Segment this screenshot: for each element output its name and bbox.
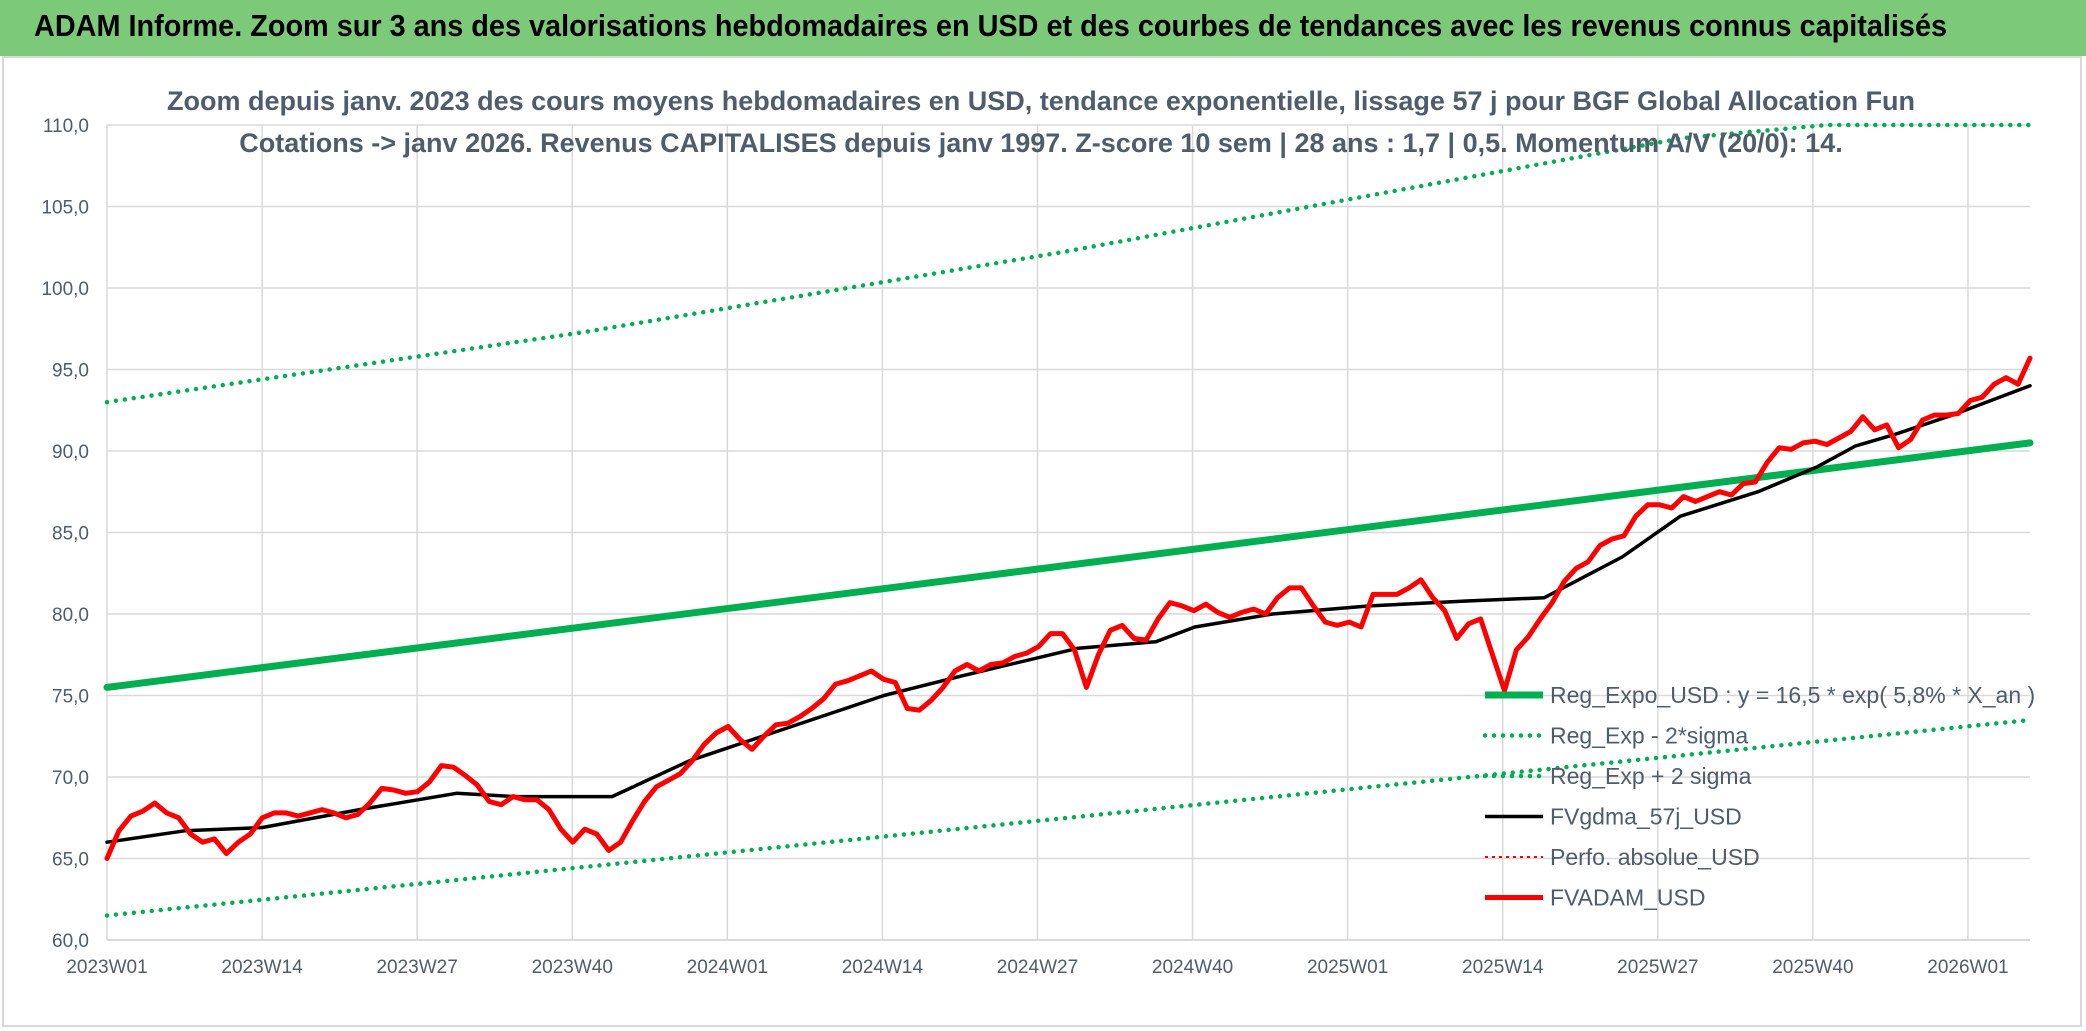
y-tick-label: 90,0: [52, 442, 89, 463]
x-tick-label: 2026W01: [1927, 957, 2008, 978]
x-tick-label: 2023W01: [66, 957, 147, 978]
x-tick-label: 2024W27: [997, 957, 1078, 978]
series-line-2: [104, 122, 2033, 405]
y-tick-label: 60,0: [52, 931, 89, 952]
series-line-1: [104, 717, 2033, 918]
series-line-0: [103, 439, 2034, 691]
report-title: ADAM Informe. Zoom sur 3 ans des valoris…: [34, 8, 1948, 43]
y-tick-label: 100,0: [41, 279, 89, 300]
y-tick-label: 65,0: [52, 850, 89, 871]
chart-series: [103, 122, 2034, 918]
y-tick-label: 110,0: [43, 116, 89, 137]
legend-label: FVgdma_57j_USD: [1550, 804, 1742, 830]
x-tick-label: 2024W14: [842, 957, 924, 978]
series-line-5: [104, 355, 2033, 861]
report-banner: ADAM Informe. Zoom sur 3 ans des valoris…: [0, 0, 2086, 56]
x-tick-label: 2024W40: [1152, 957, 1233, 978]
y-tick-label: 85,0: [52, 524, 89, 545]
y-tick-label: 105,0: [41, 198, 89, 219]
legend-label: Reg_Exp + 2 sigma: [1550, 763, 1752, 789]
x-tick-label: 2023W27: [376, 957, 457, 978]
x-tick-label: 2025W14: [1462, 957, 1544, 978]
chart-frame: [2, 56, 2082, 1027]
legend-label: Perfo. absolue_USD: [1550, 844, 1760, 870]
y-tick-label: 80,0: [52, 605, 89, 626]
chart-subtitle: Cotations -> janv 2026. Revenus CAPITALI…: [239, 128, 1842, 158]
legend-label: FVADAM_USD: [1550, 885, 1706, 911]
chart-legend: Reg_Expo_USD : y = 16,5 * exp( 5,8% * X_…: [1482, 682, 2035, 911]
x-tick-label: 2023W14: [221, 957, 303, 978]
y-tick-label: 95,0: [52, 361, 89, 382]
x-tick-label: 2025W27: [1617, 957, 1698, 978]
x-tick-label: 2023W40: [532, 957, 613, 978]
y-tick-label: 75,0: [52, 687, 89, 708]
x-tick-label: 2025W40: [1772, 957, 1853, 978]
chart-title: Zoom depuis janv. 2023 des cours moyens …: [167, 86, 1915, 116]
x-tick-label: 2024W01: [687, 957, 768, 978]
x-tick-label: 2025W01: [1307, 957, 1388, 978]
y-tick-label: 70,0: [52, 768, 89, 789]
legend-label: Reg_Exp - 2*sigma: [1550, 723, 1748, 749]
legend-label: Reg_Expo_USD : y = 16,5 * exp( 5,8% * X_…: [1550, 682, 2035, 708]
series-line-3: [105, 384, 2032, 844]
chart-axes: 60,0 65,0 70,0 75,0 80,0 85,0 90,0 95,0 100,0 105…: [41, 116, 2030, 978]
